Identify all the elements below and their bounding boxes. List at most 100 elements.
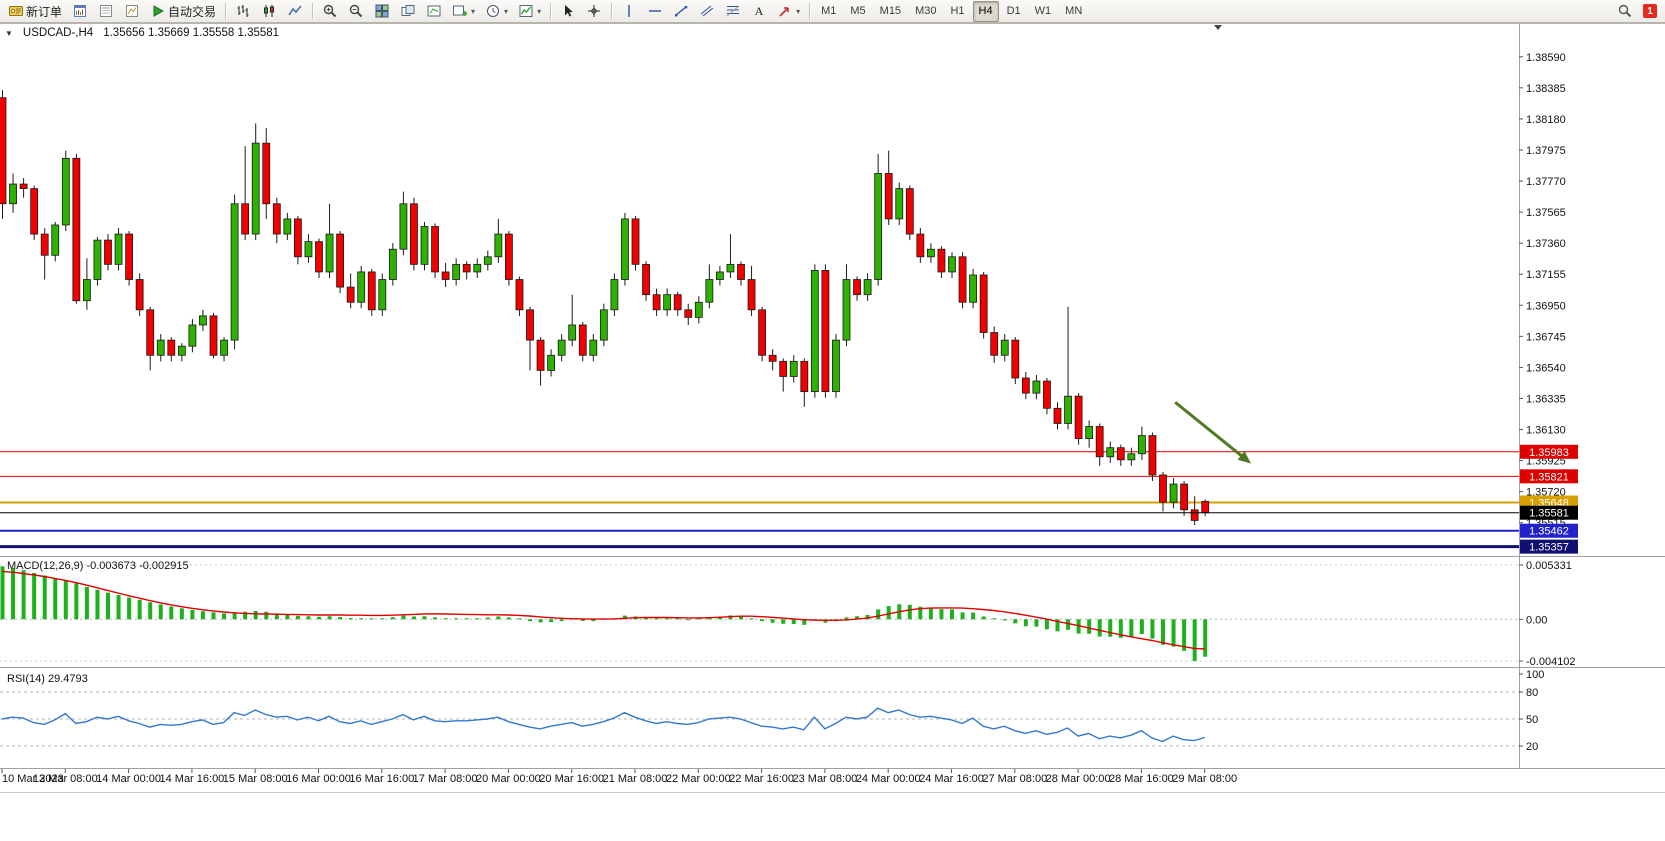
periods-icon [487,5,500,17]
timeframe-m15-button[interactable]: M15 [879,5,902,17]
indicators-icon [519,5,533,17]
text-icon: A [755,4,764,18]
navigator-button[interactable] [120,1,144,22]
svg-text:21 Mar 08:00: 21 Mar 08:00 [603,773,668,785]
chevron-down-icon: ▾ [504,6,509,16]
tile-windows-button[interactable] [370,1,394,22]
svg-text:17 Mar 08:00: 17 Mar 08:00 [413,773,478,785]
cursor-icon [565,5,573,17]
chevron-down-icon: ▾ [537,6,542,16]
zoom-out-button[interactable] [344,1,368,22]
line-chart-button[interactable] [283,1,307,22]
svg-text:0.00: 0.00 [1526,614,1547,626]
new-chart-button[interactable]: ▾ [448,1,479,22]
svg-text:14 Mar 00:00: 14 Mar 00:00 [96,773,161,785]
svg-text:1.37565: 1.37565 [1526,207,1566,219]
timeframe-mn-button[interactable]: MN [1065,5,1083,17]
price-marker-boxes: 1.359831.358211.356481.355811.354621.353… [1520,444,1578,554]
zoom-in-button[interactable] [318,1,342,22]
price-marker-1.35821: 1.35821 [1520,469,1578,484]
toolbar-separator [225,3,227,19]
timeframe-d1-button[interactable]: D1 [1006,5,1021,17]
svg-text:20 Mar 00:00: 20 Mar 00:00 [476,773,541,785]
price-marker-1.35983: 1.35983 [1520,444,1578,459]
sell-arrow-annotation[interactable] [1174,401,1252,464]
fibonacci-button[interactable] [721,1,745,22]
candlestick-icon [264,5,275,17]
timeframe-h4-button[interactable]: H4 [972,0,999,22]
vertical-line-button[interactable] [617,1,641,22]
svg-text:16 Mar 16:00: 16 Mar 16:00 [349,773,414,785]
svg-text:1.38590: 1.38590 [1526,52,1566,64]
svg-text:A: A [755,4,764,18]
chevron-down-icon: ▾ [471,6,476,16]
candles [0,90,1210,525]
timeframe-h1-button[interactable]: H1 [950,5,965,17]
svg-text:1.35581: 1.35581 [1529,508,1569,520]
fibo-icon [726,5,740,17]
notification-badge[interactable]: 1 [1643,4,1657,18]
trendline-button[interactable] [669,1,693,22]
autotrade-button[interactable]: 自动交易 [146,1,220,22]
svg-text:1.37770: 1.37770 [1526,176,1566,188]
chevron-down-icon: ▾ [796,6,801,16]
svg-text:16 Mar 00:00: 16 Mar 00:00 [286,773,351,785]
svg-text:0.005331: 0.005331 [1526,560,1572,572]
cursor-button[interactable] [556,1,580,22]
toolbar-separator [611,3,613,19]
timeframe-w1-button[interactable]: W1 [1034,5,1052,17]
equidistant-channel-button[interactable] [695,1,719,22]
bar-chart-button[interactable] [231,1,255,22]
market-watch-button[interactable] [68,1,92,22]
search-button[interactable] [1613,1,1637,22]
new-chart-icon [453,5,468,16]
svg-text:24 Mar 00:00: 24 Mar 00:00 [856,773,921,785]
channel-icon [700,5,714,17]
svg-text:14 Mar 16:00: 14 Mar 16:00 [159,773,224,785]
new-order-icon [9,6,23,16]
crosshair-button[interactable] [582,1,606,22]
svg-text:-0.004102: -0.004102 [1526,656,1576,668]
svg-text:1.35462: 1.35462 [1529,526,1569,538]
horizontal-lines[interactable] [0,451,1519,549]
svg-text:22 Mar 16:00: 22 Mar 16:00 [729,773,794,785]
auto-arrange-button[interactable] [396,1,420,22]
periods-button[interactable]: ▾ [481,1,512,22]
crosshair-icon [588,5,601,17]
rsi-pane [0,691,1519,747]
svg-text:28 Mar 16:00: 28 Mar 16:00 [1109,773,1174,785]
indicators-button[interactable]: ▾ [514,1,545,22]
rsi-line [1,707,1205,743]
main-toolbar: 新订单 自动交易 ▾ ▾ ▾ A ▾ M1 M5 M15 M30 H1 H4 D1 W1 MN 1 [0,0,1665,23]
autotrade-icon [153,5,165,17]
svg-text:27 Mar 08:00: 27 Mar 08:00 [982,773,1047,785]
svg-text:22 Mar 00:00: 22 Mar 00:00 [666,773,731,785]
svg-text:15 Mar 08:00: 15 Mar 08:00 [223,773,288,785]
zoom-in-icon [323,4,337,18]
text-label-button[interactable]: A [747,1,771,22]
new-order-button[interactable]: 新订单 [4,1,66,22]
svg-text:24 Mar 16:00: 24 Mar 16:00 [919,773,984,785]
trendline-icon [675,6,688,17]
vline-icon [628,5,630,17]
data-window-button[interactable] [94,1,118,22]
timeframe-m1-button[interactable]: M1 [821,5,837,17]
candlestick-chart-button[interactable] [257,1,281,22]
arrows-button[interactable]: ▾ [773,1,804,22]
bar-chart-icon [237,5,249,17]
data-window-icon [100,5,113,17]
navigator-icon [126,5,139,17]
collapse-arrow-icon[interactable]: ▼ [5,28,13,38]
horizontal-line-button[interactable] [643,1,667,22]
timeframe-m30-button[interactable]: M30 [915,5,937,17]
svg-text:10 Mar 2023: 10 Mar 2023 [2,773,64,785]
timeframe-m5-button[interactable]: M5 [850,5,866,17]
svg-text:1.35821: 1.35821 [1529,471,1569,483]
track-chart-button[interactable] [422,1,446,22]
zoom-out-icon [349,4,363,18]
chart-shift-marker[interactable] [1214,25,1222,30]
svg-text:1.35357: 1.35357 [1529,542,1569,554]
pane-separators [0,23,1665,793]
svg-text:1.36130: 1.36130 [1526,425,1566,437]
